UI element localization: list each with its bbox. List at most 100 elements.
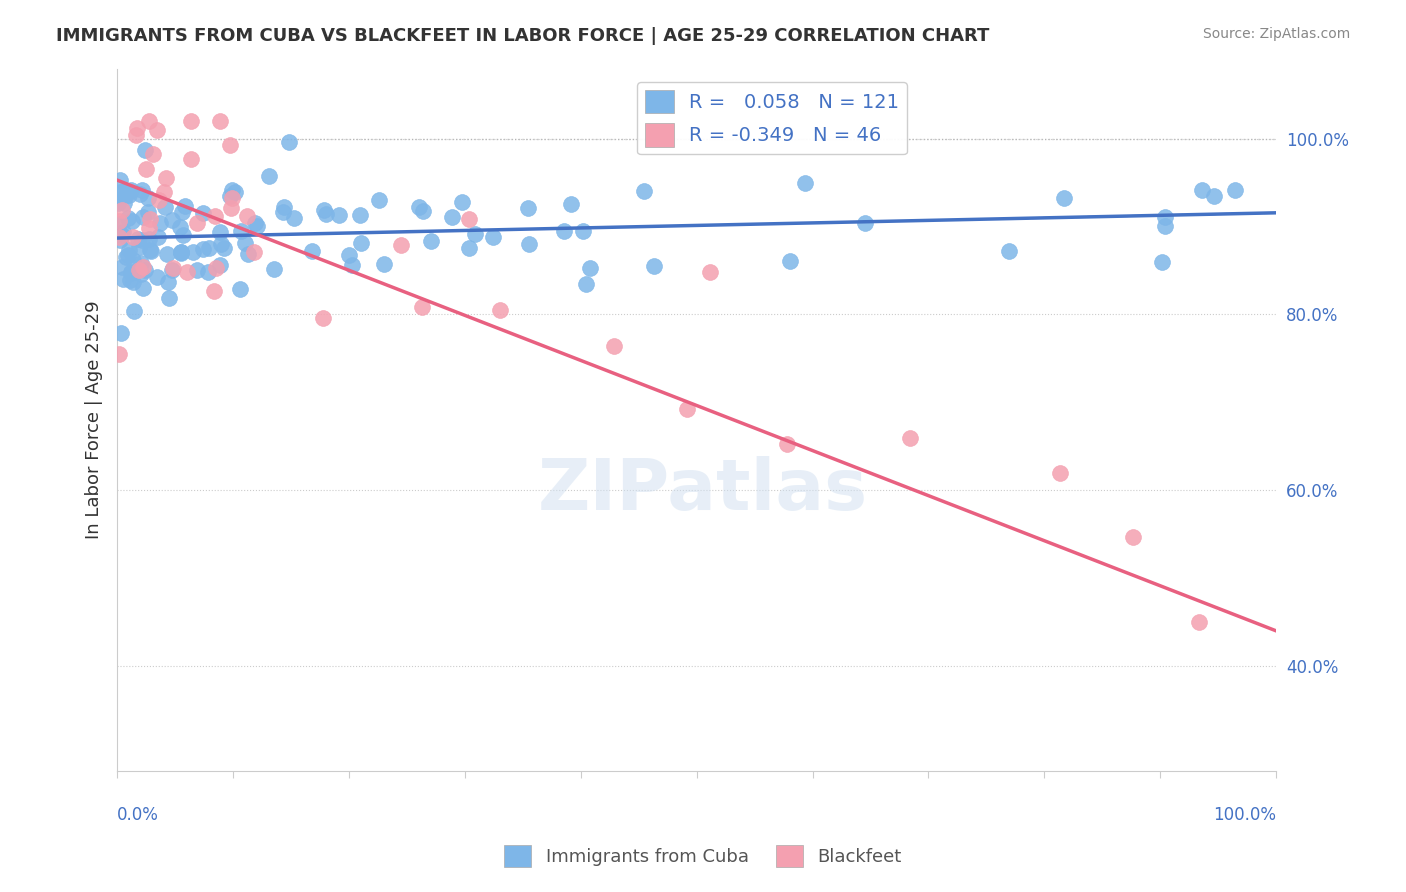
Point [141, 244, 163, 258]
Point [263, 262, 285, 277]
Point [107, 347, 129, 361]
Point [180, 114, 202, 128]
Point [129, 268, 152, 282]
Point [121, 276, 143, 290]
Point [221, 183, 243, 197]
Point [420, 234, 443, 248]
Point [136, 191, 159, 205]
Point [1225, 183, 1247, 197]
Point [1188, 615, 1211, 629]
Point [129, 255, 152, 269]
Point [602, 339, 624, 353]
Point [1184, 843, 1206, 857]
Point [157, 291, 180, 305]
Point [218, 188, 240, 202]
Point [134, 263, 156, 277]
Point [160, 262, 183, 277]
Point [153, 200, 176, 214]
Point [127, 232, 149, 246]
Point [312, 311, 335, 326]
Point [517, 201, 540, 215]
Point [212, 241, 235, 255]
Point [1053, 191, 1076, 205]
Text: Source: ZipAtlas.com: Source: ZipAtlas.com [1202, 27, 1350, 41]
Point [136, 205, 159, 219]
Point [134, 143, 156, 157]
Point [117, 248, 139, 262]
Point [411, 300, 433, 314]
Point [489, 302, 512, 317]
Text: ZIPatlas: ZIPatlas [538, 456, 868, 525]
Point [277, 135, 299, 149]
Point [242, 245, 264, 260]
Point [176, 265, 198, 279]
Point [312, 203, 335, 218]
Point [114, 188, 136, 202]
Point [122, 303, 145, 318]
Legend: R =   0.058   N = 121, R = -0.349   N = 46: R = 0.058 N = 121, R = -0.349 N = 46 [637, 82, 907, 154]
Point [120, 265, 142, 279]
Text: 0.0%: 0.0% [117, 806, 159, 824]
Point [186, 262, 208, 277]
Point [235, 210, 257, 224]
Point [1153, 210, 1175, 224]
Point [169, 220, 191, 235]
Point [132, 210, 155, 224]
Point [155, 170, 177, 185]
Point [115, 250, 138, 264]
Point [482, 229, 505, 244]
Point [315, 207, 337, 221]
Point [224, 185, 246, 199]
Point [112, 196, 135, 211]
Point [118, 243, 141, 257]
Point [1202, 188, 1225, 202]
Point [1191, 183, 1213, 197]
Point [186, 216, 208, 230]
Point [107, 195, 129, 210]
Point [1152, 254, 1174, 268]
Point [219, 201, 242, 215]
Point [110, 233, 132, 247]
Point [121, 252, 143, 267]
Point [146, 122, 169, 136]
Point [328, 208, 350, 222]
Point [1122, 530, 1144, 544]
Point [120, 273, 142, 287]
Point [236, 247, 259, 261]
Point [271, 205, 294, 219]
Point [121, 214, 143, 228]
Point [221, 190, 243, 204]
Point [853, 216, 876, 230]
Point [138, 232, 160, 246]
Point [349, 208, 371, 222]
Point [111, 260, 134, 274]
Point [412, 204, 434, 219]
Point [337, 248, 360, 262]
Text: 100.0%: 100.0% [1213, 806, 1277, 824]
Point [218, 138, 240, 153]
Point [181, 244, 204, 259]
Point [160, 213, 183, 227]
Point [209, 226, 232, 240]
Point [575, 277, 598, 291]
Point [204, 209, 226, 223]
Point [156, 247, 179, 261]
Point [169, 244, 191, 259]
Point [451, 194, 474, 209]
Point [131, 233, 153, 247]
Point [138, 114, 160, 128]
Point [121, 230, 143, 244]
Point [233, 235, 256, 250]
Point [350, 235, 373, 250]
Point [458, 212, 481, 227]
Point [162, 261, 184, 276]
Point [389, 237, 412, 252]
Y-axis label: In Labor Force | Age 25-29: In Labor Force | Age 25-29 [86, 301, 103, 539]
Point [572, 224, 595, 238]
Point [127, 121, 149, 136]
Point [172, 205, 194, 219]
Point [231, 224, 253, 238]
Point [208, 258, 231, 272]
Point [560, 196, 582, 211]
Point [110, 185, 132, 199]
